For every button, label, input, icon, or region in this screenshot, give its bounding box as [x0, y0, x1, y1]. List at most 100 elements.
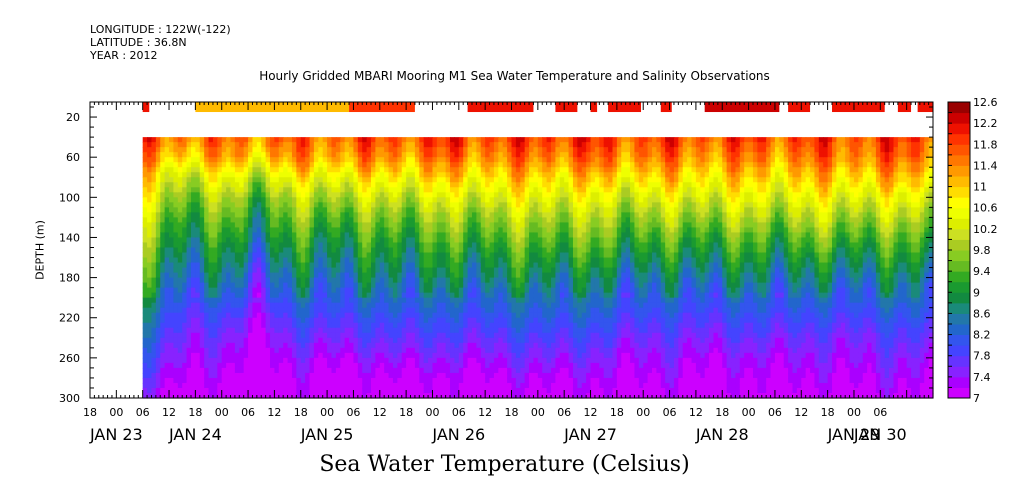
heatmap-cell: [265, 242, 271, 249]
heatmap-cell: [190, 242, 196, 249]
heatmap-cell: [199, 267, 205, 274]
heatmap-cell: [511, 372, 517, 379]
heatmap-cell: [520, 142, 526, 148]
heatmap-cell: [454, 267, 460, 274]
heatmap-cell: [379, 197, 385, 203]
heatmap-cell: [265, 297, 271, 304]
heatmap-cell: [406, 202, 412, 208]
heatmap-cell: [221, 202, 227, 208]
heatmap-cell: [256, 167, 262, 173]
heatmap-cell: [265, 247, 271, 254]
heatmap-cell: [436, 242, 442, 249]
heatmap-cell: [406, 277, 412, 284]
heatmap-cell: [169, 357, 175, 364]
heatmap-cell: [208, 172, 214, 178]
heatmap-cell: [441, 212, 447, 218]
heatmap-cell: [344, 262, 350, 269]
heatmap-cell: [498, 177, 504, 183]
heatmap-cell: [270, 367, 276, 374]
heatmap-cell: [261, 177, 267, 183]
heatmap-cell: [502, 297, 508, 304]
heatmap-cell: [529, 172, 535, 178]
heatmap-cell: [226, 207, 232, 213]
heatmap-cell: [327, 392, 333, 399]
heatmap-cell: [212, 232, 218, 239]
heatmap-cell: [507, 287, 513, 294]
heatmap-cell: [252, 157, 258, 163]
heatmap-cell: [436, 267, 442, 274]
heatmap-cell: [520, 322, 526, 329]
heatmap-cell: [498, 337, 504, 344]
heatmap-cell: [458, 342, 464, 349]
heatmap-cell: [507, 392, 513, 399]
heatmap-cell: [371, 267, 376, 274]
heatmap-cell: [344, 202, 350, 208]
heatmap-cell: [463, 137, 469, 143]
heatmap-cell: [169, 322, 175, 329]
heatmap-cell: [485, 327, 491, 334]
heatmap-cell: [344, 357, 350, 364]
heatmap-cell: [480, 312, 486, 319]
heatmap-cell: [520, 332, 526, 339]
heatmap-cell: [392, 367, 398, 374]
heatmap-cell: [502, 267, 508, 274]
heatmap-cell: [195, 307, 201, 314]
heatmap-cell: [463, 387, 469, 394]
heatmap-cell: [274, 217, 280, 224]
heatmap-cell: [392, 357, 398, 364]
heatmap-cell: [226, 317, 232, 324]
heatmap-cell: [388, 157, 394, 163]
heatmap-cell: [199, 347, 205, 354]
heatmap-cell: [340, 152, 346, 158]
heatmap-cell: [147, 142, 153, 148]
heatmap-cell: [177, 207, 183, 213]
heatmap-cell: [480, 207, 486, 213]
heatmap-cell: [502, 287, 508, 294]
heatmap-cell: [278, 307, 284, 314]
heatmap-cell: [428, 267, 434, 274]
heatmap-cell: [243, 282, 249, 289]
heatmap-cell: [414, 202, 420, 208]
heatmap-cell: [318, 252, 324, 259]
heatmap-cell: [419, 342, 425, 349]
heatmap-cell: [533, 292, 539, 299]
heatmap-cell: [353, 317, 359, 324]
heatmap-cell: [401, 317, 407, 324]
heatmap-cell: [471, 277, 477, 284]
heatmap-cell: [305, 277, 311, 284]
heatmap-cell: [392, 142, 398, 148]
heatmap-cell: [274, 187, 280, 193]
heatmap-cell: [445, 337, 451, 344]
heatmap-cell: [458, 297, 464, 304]
heatmap-cell: [353, 322, 359, 329]
heatmap-cell: [340, 157, 346, 163]
heatmap-cell: [520, 307, 526, 314]
heatmap-cell: [555, 317, 561, 324]
heatmap-cell: [480, 222, 486, 229]
heatmap-cell: [498, 392, 504, 399]
heatmap-cell: [169, 197, 175, 203]
heatmap-cell: [261, 372, 267, 379]
heatmap-cell: [274, 317, 280, 324]
heatmap-cell: [234, 277, 240, 284]
heatmap-cell: [401, 192, 407, 198]
heatmap-cell: [441, 357, 447, 364]
heatmap-cell: [397, 292, 403, 299]
heatmap-cell: [450, 212, 456, 218]
heatmap-cell: [204, 212, 210, 218]
heatmap-cell: [208, 272, 214, 279]
heatmap-cell: [217, 252, 223, 259]
heatmap-cell: [489, 167, 495, 173]
heatmap-cell: [221, 142, 227, 148]
heatmap-cell: [322, 342, 328, 349]
heatmap-cell: [489, 307, 495, 314]
heatmap-cell: [555, 362, 561, 369]
heatmap-cell: [252, 307, 258, 314]
heatmap-cell: [208, 377, 214, 384]
heatmap-cell: [305, 192, 311, 198]
heatmap-cell: [520, 282, 526, 289]
heatmap-cell: [199, 207, 205, 213]
heatmap-cell: [318, 307, 324, 314]
heatmap-cell: [423, 227, 429, 234]
heatmap-cell: [160, 257, 166, 264]
